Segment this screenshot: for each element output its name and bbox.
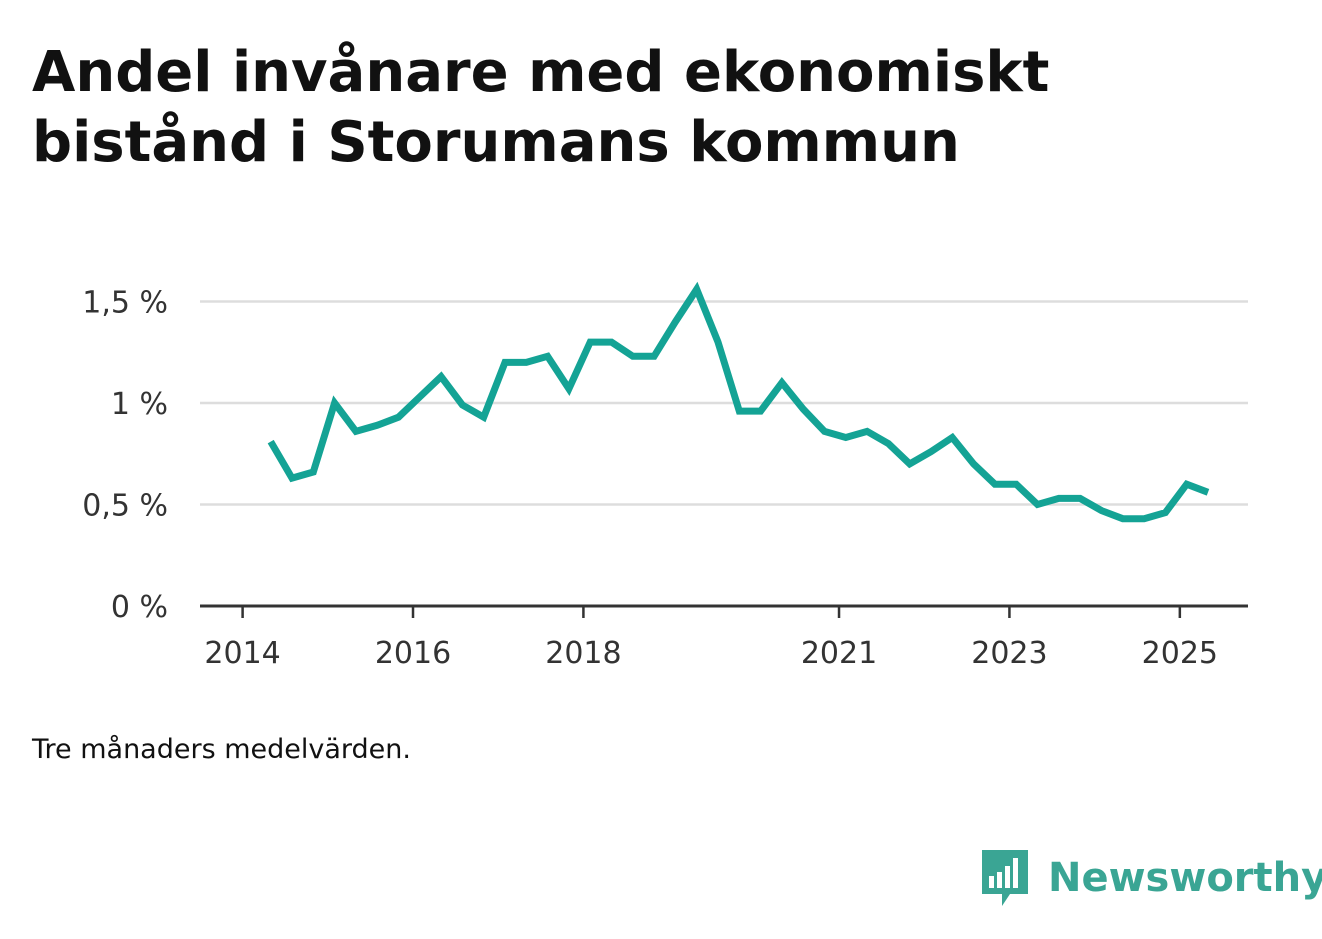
series [267, 281, 1210, 523]
y-tick-label: 1 % [111, 387, 168, 422]
x-tick-label: 2025 [1142, 636, 1218, 671]
series-line [267, 281, 1210, 523]
y-tick-label: 0,5 % [82, 489, 168, 524]
x-tick-label: 2018 [545, 636, 621, 671]
x-tick-label: 2021 [801, 636, 877, 671]
x-axis: 2014 2016 2018 2021 2023 2025 [200, 604, 1248, 671]
x-tick-label: 2016 [375, 636, 451, 671]
brand-name: Newsworthy [1048, 855, 1322, 901]
y-tick-labels: 0 % 0,5 % 1 % 1,5 % [82, 286, 168, 626]
chart-note: Tre månaders medelvärden. [32, 734, 411, 765]
y-tick-label: 0 % [111, 590, 168, 625]
grid-lines [200, 300, 1248, 506]
x-tick-label: 2023 [971, 636, 1047, 671]
newsworthy-logo: Newsworthy [980, 848, 1322, 908]
chart-title: Andel invånare med ekonomiskt bistånd i … [32, 40, 1050, 175]
y-tick-label: 1,5 % [82, 286, 168, 321]
newsworthy-logo-icon [982, 850, 1028, 906]
x-tick-label: 2014 [204, 636, 280, 671]
